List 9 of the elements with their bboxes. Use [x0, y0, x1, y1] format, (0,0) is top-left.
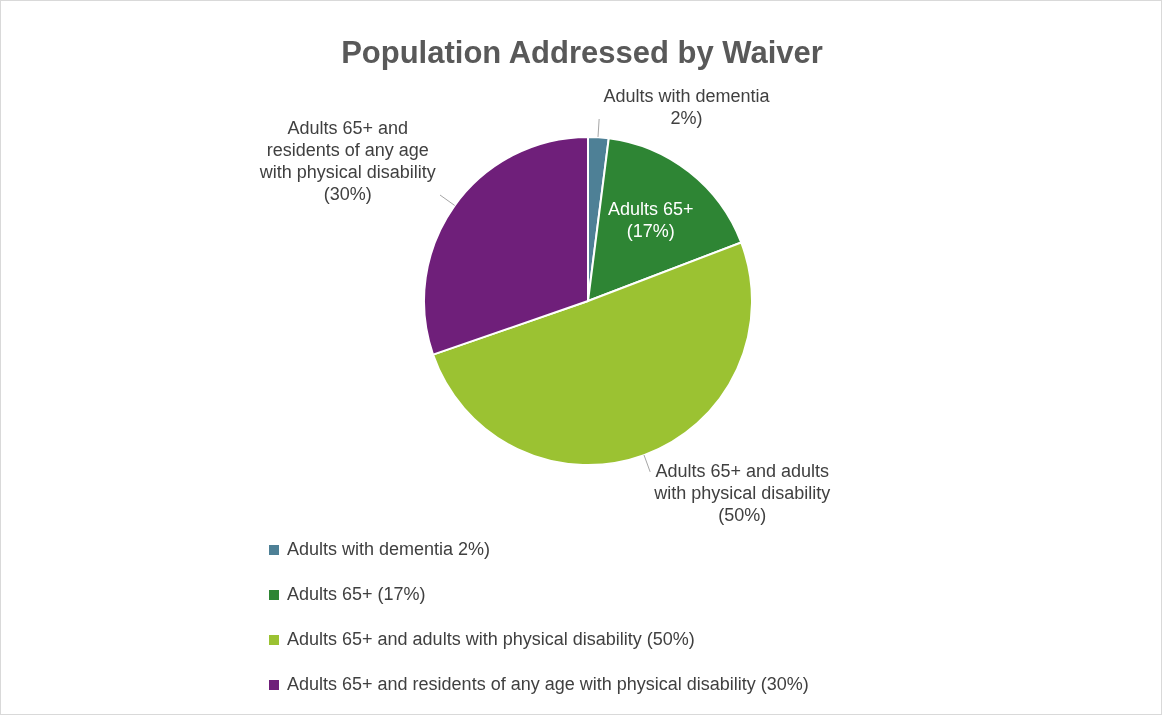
data-label: Adults with dementia 2%): [603, 86, 771, 129]
legend-label: Adults 65+ and residents of any age with physical disability (30%): [287, 674, 809, 695]
chart-title: Population Addressed by Waiver: [340, 35, 824, 71]
legend-label: Adults 65+ and adults with physical disability (50%): [287, 629, 695, 650]
legend-label: Adults with dementia 2%): [287, 539, 491, 560]
data-label: Adults 65+ (17%): [608, 199, 694, 242]
legend-label: Adults 65+ (17%): [287, 584, 426, 605]
data-label: Adults 65+ and adults with physical disability (50%): [653, 460, 831, 525]
data-label: Adults 65+ and residents of any age with physical disability (30%): [258, 118, 436, 205]
